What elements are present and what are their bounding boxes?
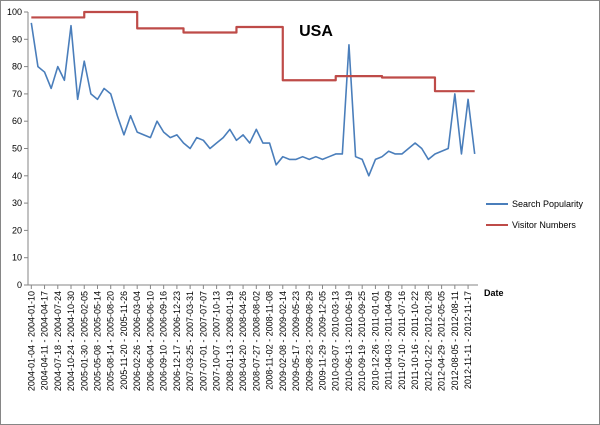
x-tick-label: 2005-05-08 - 2005-05-14: [92, 291, 102, 391]
x-tick-label: 2012-04-29 - 2012-05-05: [437, 291, 447, 391]
x-tick-label: 2004-07-18 - 2004-07-24: [53, 291, 63, 391]
legend-label: Search Popularity: [512, 199, 584, 209]
legend-label: Visitor Numbers: [512, 220, 576, 230]
y-tick-label: 40: [12, 171, 22, 181]
x-tick-label: 2008-01-13 - 2008-01-19: [225, 291, 235, 391]
x-tick-label: 2010-06-13 - 2010-06-19: [344, 291, 354, 391]
y-tick-label: 100: [7, 7, 22, 17]
y-tick-label: 50: [12, 144, 22, 154]
series-line: [30, 22, 476, 177]
y-tick-label: 70: [12, 89, 22, 99]
x-tick-label: 2008-04-20 - 2008-04-26: [238, 291, 248, 391]
x-tick-label: 2006-02-26 - 2006-03-04: [132, 291, 142, 391]
x-axis-label: Date: [484, 288, 504, 298]
x-tick-label: 2012-08-05 - 2012-08-11: [450, 291, 460, 390]
x-tick-label: 2007-10-07 - 2007-10-13: [212, 291, 222, 391]
series-line: [31, 10, 475, 93]
x-tick-label: 2006-12-17 - 2006-12-23: [172, 291, 182, 391]
x-tick-label: 2006-06-04 - 2006-06-10: [145, 291, 155, 391]
x-tick-label: 2010-12-26 - 2011-01-01: [370, 291, 380, 390]
y-tick-label: 80: [12, 62, 22, 72]
x-tick-label: 2012-01-22 - 2012-01-28: [423, 291, 433, 391]
x-tick-label: 2005-11-20 - 2005-11-26: [119, 291, 129, 390]
y-tick-label: 0: [17, 280, 22, 290]
x-tick-label: 2010-09-19 - 2010-09-25: [357, 291, 367, 391]
y-tick-label: 90: [12, 34, 22, 44]
x-tick-label: 2009-02-08 - 2009-02-14: [278, 291, 288, 391]
x-tick-label: 2008-11-02 - 2008-11-08: [265, 291, 275, 390]
x-tick-label: 2005-08-14 - 2005-08-20: [106, 291, 116, 391]
x-tick-label: 2009-05-17 - 2009-05-23: [291, 291, 301, 391]
x-tick-label: 2004-04-11 - 2004-04-17: [40, 291, 50, 390]
x-tick-label: 2009-08-23 - 2009-08-29: [304, 291, 314, 391]
x-tick-label: 2010-03-07 - 2010-03-13: [331, 291, 341, 391]
chart-title: USA: [299, 23, 333, 40]
x-tick-label: 2004-01-04 - 2004-01-10: [26, 291, 36, 391]
y-tick-label: 20: [12, 225, 22, 235]
x-tick-label: 2011-04-03 - 2011-04-09: [384, 291, 394, 390]
y-tick-label: 10: [12, 253, 22, 263]
x-tick-label: 2006-09-10 - 2006-09-16: [159, 291, 169, 391]
x-tick-label: 2005-01-30 - 2005-02-05: [79, 291, 89, 391]
x-tick-label: 2011-10-16 - 2011-10-22: [410, 291, 420, 390]
x-tick-label: 2008-07-27 - 2008-08-02: [251, 291, 261, 391]
x-tick-label: 2007-07-01 - 2007-07-07: [198, 291, 208, 391]
y-tick-label: 30: [12, 198, 22, 208]
x-tick-label: 2007-03-25 - 2007-03-31: [185, 291, 195, 391]
x-tick-label: 2011-07-10 - 2011-07-16: [397, 291, 407, 390]
y-tick-label: 60: [12, 116, 22, 126]
x-tick-label: 2012-11-11 - 2012-11-17: [463, 291, 473, 389]
x-tick-label: 2009-11-29 - 2009-12-05: [317, 291, 327, 390]
x-tick-label: 2004-10-24 - 2004-10-30: [66, 291, 76, 391]
